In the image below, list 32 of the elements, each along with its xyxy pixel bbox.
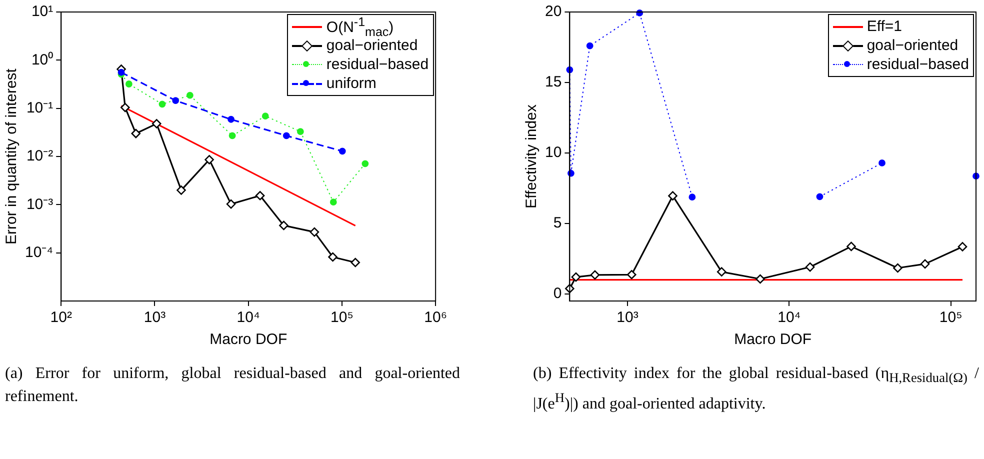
x-axis-title: Macro DOF: [734, 331, 812, 348]
x-tick-label: 10³: [616, 309, 638, 326]
y-tick-label: 0: [553, 285, 562, 302]
legend-label: Eff=1: [866, 18, 902, 35]
y-tick-label: 20: [544, 3, 562, 20]
y-axis-title: Effectivity index: [523, 104, 540, 208]
y-tick-label: 10¹: [31, 3, 54, 20]
y-tick-label: 10⁻⁴: [24, 244, 54, 261]
x-tick-label: 10³: [144, 309, 166, 326]
y-tick-label: 10⁰: [31, 51, 54, 68]
y-axis-title: Error in quantity of interest: [3, 68, 20, 244]
x-axis-title: Macro DOF: [210, 331, 288, 348]
y-tick-label: 10⁻²: [26, 148, 54, 165]
x-tick-label: 10⁴: [236, 309, 260, 326]
x-tick-label: 10⁵: [939, 309, 962, 326]
x-tick-label: 10⁶: [424, 309, 447, 326]
legend-label: goal−oriented: [866, 37, 958, 54]
text: (b) Effectivity index for the global residual-based (η$_{H,Residual(Ω)}$ / |J(e$^{H}$)|) and goal-oriented adaptivity.: [533, 365, 979, 412]
y-tick-label: 10⁻¹: [26, 99, 54, 116]
legend-label: residual−based: [866, 56, 969, 73]
text: (a) Error for uniform, global residual-based and goal-oriented refinement.: [5, 364, 460, 408]
y-tick-label: 5: [553, 214, 562, 232]
x-tick-label: 10⁴: [778, 309, 801, 326]
legend-label: goal−oriented: [326, 37, 418, 54]
x-tick-label: 10²: [50, 309, 72, 326]
y-tick-label: 15: [544, 74, 562, 91]
legend-label: O(N$^{-1}$$_{mac}$): [326, 14, 394, 38]
x-tick-label: 10⁵: [330, 309, 354, 326]
y-tick-label: 10: [544, 144, 562, 162]
legend-label: uniform: [326, 75, 376, 92]
y-tick-label: 10⁻³: [26, 196, 54, 213]
legend-label: residual−based: [326, 56, 429, 73]
